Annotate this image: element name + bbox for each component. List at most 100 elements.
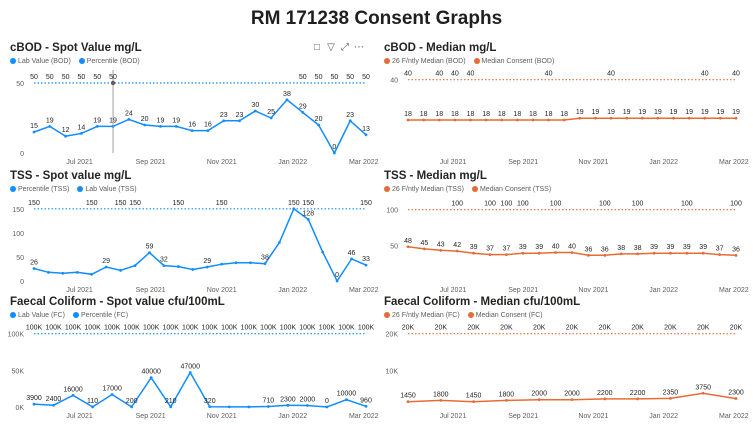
data-label: 3750 [695,384,711,391]
x-tick-label: Sep 2021 [136,413,166,420]
series-line [408,117,736,121]
data-point [110,393,114,396]
data-point [364,133,368,137]
y-tick-label: 20K [386,332,399,339]
data-point [127,118,131,121]
data-point [247,405,251,409]
legend-item[interactable]: Lab Value (TSS) [77,186,137,193]
data-point [547,118,550,122]
data-point [80,132,83,135]
chart-tss-median[interactable]: TSS - Median mg/L 26 F/ntly Median (TSS)… [382,170,753,295]
data-point [718,116,722,120]
data-label: 100K [45,325,62,332]
legend-item[interactable]: Lab Value (BOD) [10,58,71,65]
data-label: 100K [241,325,258,332]
data-label: 1450 [400,393,416,400]
data-point [406,245,410,249]
chart-tss-spot[interactable]: TSS - Spot value mg/L Percentile (TSS) La… [8,170,380,295]
legend-item[interactable]: Percentile (TSS) [10,186,69,193]
data-label: 20K [730,325,743,332]
data-point [734,397,738,400]
data-point [687,116,691,120]
visual-toolbar: □ ▽ ⤢⋯ [312,42,368,53]
data-point [32,402,36,406]
data-label: 710 [263,397,275,404]
legend-item[interactable]: Percentile (BOD) [78,58,140,65]
chart-cbod-spot[interactable]: cBOD - Spot Value mg/L Lab Value (BOD) Pe… [8,42,380,167]
more-options-icon[interactable]: ⋯ [354,42,368,53]
data-point [578,116,582,120]
y-tick-label: 10K [386,368,399,375]
legend-label: 26 F/ntly Median (FC) [392,312,460,319]
data-label: 43 [437,241,445,248]
y-tick-label: 50K [12,368,25,375]
data-label: 13 [362,126,370,133]
data-point [484,118,488,122]
data-label: 150 [216,200,228,207]
data-label: 40 [552,243,560,250]
data-point [652,251,656,255]
chart-legend: Lab Value (BOD) Percentile (BOD) [10,58,148,65]
legend-item[interactable]: 26 F/ntly Median (FC) [384,312,460,319]
data-point [734,253,738,257]
data-point [488,253,492,257]
data-label: 18 [404,111,412,118]
data-label: 38 [261,255,269,262]
hover-marker [110,80,116,86]
data-label: 50 [362,74,370,81]
data-point [701,251,705,255]
filter-icon[interactable]: ▽ [327,42,339,53]
legend-item[interactable]: Median Consent (FC) [467,312,543,319]
series-line [33,98,367,155]
data-label: 16 [204,122,212,129]
chart-fc-median[interactable]: Faecal Coliform - Median cfu/100mL 26 F/… [382,296,753,421]
data-point [439,399,443,402]
x-tick-label: Jul 2021 [440,287,467,294]
legend-item[interactable]: 26 F/ntly Median (TSS) [384,186,464,193]
x-tick-label: Jan 2022 [649,287,678,294]
legend-item[interactable]: Median Consent (TSS) [471,186,551,193]
focus-mode-icon[interactable]: ⤢ [341,42,353,53]
y-tick-label: 0 [20,279,24,286]
data-label: 0 [325,398,329,405]
data-point [505,253,508,257]
y-tick-label: 100K [8,332,24,339]
data-label: 18 [513,111,521,118]
x-tick-label: Sep 2021 [136,159,166,166]
data-label: 40 [568,243,576,250]
data-label: 16000 [63,386,83,393]
x-tick-label: Jul 2021 [66,287,93,294]
data-label: 50 [46,74,54,81]
data-label: 59 [146,244,154,251]
data-label: 18 [451,111,459,118]
data-point [469,118,472,122]
pin-icon[interactable]: □ [313,42,325,53]
data-point [90,272,94,276]
data-label: 100 [451,201,463,208]
chart-legend: Percentile (TSS) Lab Value (TSS) [10,186,145,193]
x-tick-label: Nov 2021 [207,413,237,420]
x-tick-label: Mar 2022 [349,287,379,294]
chart-title: TSS - Spot value mg/L [10,170,132,182]
data-label: 40 [607,71,615,78]
data-point [350,257,353,261]
data-point [656,116,660,120]
chart-cbod-median[interactable]: cBOD - Median mg/L 26 F/ntly Median (BOD… [382,42,753,167]
x-tick-label: Nov 2021 [578,159,608,166]
data-point [95,125,99,128]
legend-item[interactable]: Percentile (FC) [72,312,128,319]
data-label: 39 [650,244,658,251]
page-title: RM 171238 Consent Graphs [250,8,503,29]
legend-item[interactable]: 26 F/ntly Median (BOD) [384,58,466,65]
data-point [306,404,309,407]
legend-marker [72,312,79,318]
data-label: 20K [664,325,677,332]
legend-item[interactable]: Median Consent (BOD) [473,58,554,65]
data-point [672,116,675,120]
data-label: 48 [404,238,412,245]
data-label: 19 [670,109,678,116]
chart-fc-spot[interactable]: Faecal Coliform - Spot value cfu/100mL L… [8,296,380,421]
data-point [206,129,210,132]
legend-item[interactable]: Lab Value (FC) [10,312,65,319]
x-tick-label: Nov 2021 [578,413,608,420]
